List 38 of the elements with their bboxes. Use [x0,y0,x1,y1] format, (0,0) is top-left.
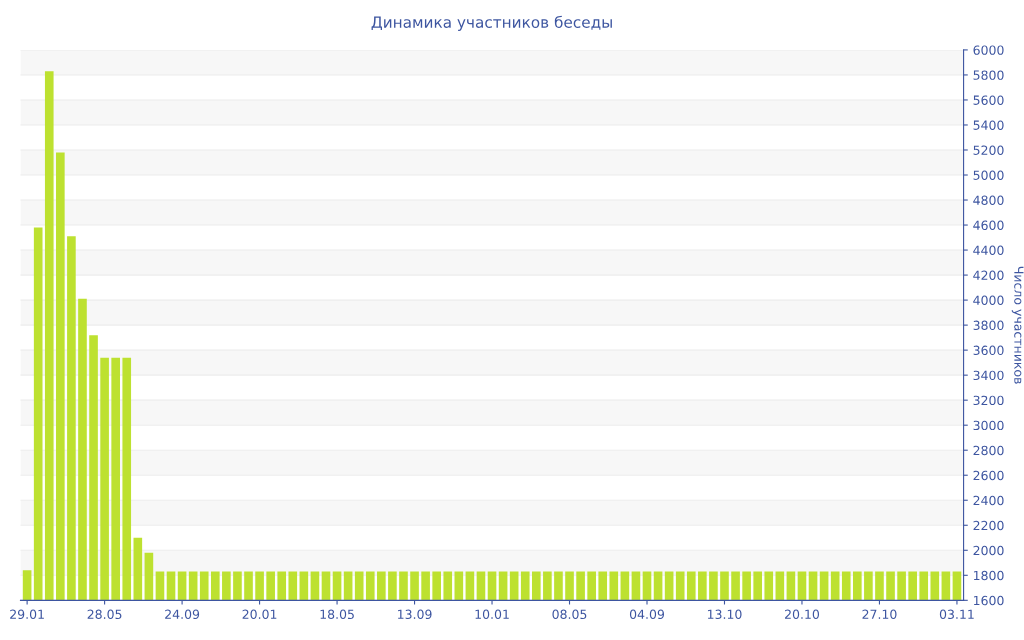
y-tick-label: 4800 [973,195,1004,205]
x-tick-label: 27.10 [862,609,897,620]
chart-title: Динамика участников беседы [371,15,612,31]
x-tick-label: 03.11 [939,609,974,620]
x-tick-label: 24.09 [165,609,200,620]
x-tick-label: 29.01 [10,609,44,620]
y-tick-label: 1800 [973,570,1004,581]
y-tick-label: 5000 [973,170,1004,180]
x-tick-label: 20.10 [785,609,820,620]
x-tick-label: 10.01 [475,609,509,620]
x-tick-label: 18.05 [320,609,354,620]
x-tick-label: 04.09 [629,609,665,620]
y-tick-label: 5200 [973,145,1004,155]
x-tick-label: 28.05 [87,609,122,620]
y-tick-label: 5600 [973,95,1004,105]
y-tick-label: 3200 [973,395,1004,406]
y-axis-title: Число участников [1011,266,1024,384]
y-tick-label: 2400 [973,495,1004,506]
y-tick-label: 5400 [973,120,1004,130]
y-tick-label: 4600 [973,220,1004,230]
x-tick-label: 13.09 [398,609,432,620]
x-tick-label: 13.10 [707,609,742,620]
y-tick-label: 3800 [973,320,1004,331]
y-tick-label: 2800 [973,445,1004,456]
y-tick-label: 4000 [973,295,1004,306]
y-tick-label: 5800 [973,70,1004,80]
y-tick-label: 2200 [973,520,1004,531]
y-tick-label: 3400 [973,370,1004,381]
y-tick-label: 4200 [973,270,1004,281]
y-tick-label: 2600 [973,470,1004,481]
x-tick-label: 20.01 [242,609,277,620]
y-tick-label: 1600 [973,595,1004,606]
y-tick-label: 3000 [973,420,1004,431]
y-tick-label: 6000 [973,45,1004,55]
y-tick-label: 3600 [973,345,1004,356]
y-tick-label: 4400 [973,245,1004,255]
x-tick-label: 08.05 [552,609,587,620]
y-tick-label: 2000 [973,545,1004,556]
